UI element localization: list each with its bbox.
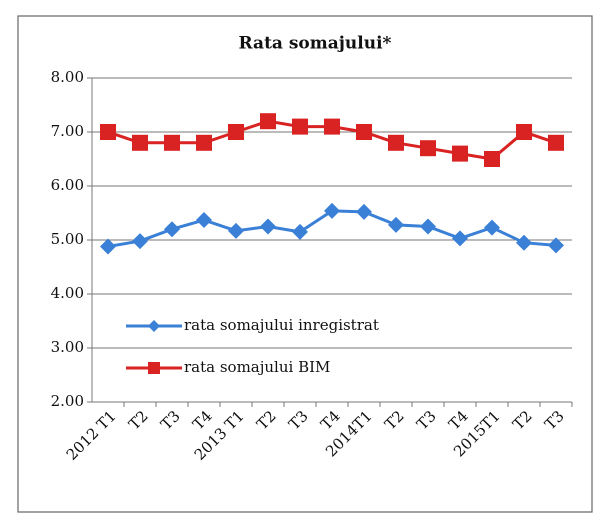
point: [164, 221, 180, 238]
x-tick-label: T2: [253, 407, 280, 434]
point: [388, 134, 404, 151]
y-tick-label: 2.00: [51, 392, 84, 410]
point: [196, 212, 212, 229]
x-tick-label: T3: [413, 407, 440, 434]
legend-marker: [148, 362, 160, 374]
point: [452, 145, 468, 162]
point: [260, 113, 276, 130]
point: [548, 237, 564, 254]
chart-title: Rata somajului*: [239, 34, 392, 54]
point: [388, 216, 404, 233]
y-tick-label: 3.00: [51, 338, 84, 356]
x-tick-label: T3: [541, 407, 568, 434]
legend-marker: [148, 320, 160, 332]
point: [356, 124, 372, 140]
point: [228, 124, 244, 140]
legend-label: rata somajului inregistrat: [184, 316, 379, 334]
point: [420, 140, 436, 157]
point: [196, 134, 212, 151]
point: [260, 218, 276, 235]
point: [100, 238, 116, 255]
y-tick-label: 7.00: [51, 122, 84, 140]
point: [484, 151, 500, 167]
point: [516, 234, 532, 251]
point: [292, 223, 308, 240]
y-tick-label: 8.00: [51, 68, 84, 86]
point: [516, 124, 532, 140]
point: [228, 222, 244, 239]
x-tick-label: T2: [381, 407, 408, 434]
x-tick-label: T3: [285, 407, 312, 434]
y-tick-label: 4.00: [51, 284, 84, 302]
point: [100, 124, 116, 140]
x-tick-label: 2012 T1: [63, 407, 120, 464]
point: [548, 134, 564, 151]
point: [132, 233, 148, 250]
point: [292, 118, 308, 135]
chart-frame: [17, 15, 593, 513]
y-tick-label: 6.00: [51, 176, 84, 194]
point: [324, 202, 340, 219]
x-tick-label: T3: [157, 407, 184, 434]
x-tick-label: T2: [509, 407, 536, 434]
point: [484, 219, 500, 236]
point: [452, 230, 468, 247]
legend-label: rata somajului BIM: [184, 358, 330, 376]
point: [420, 218, 436, 235]
point: [164, 134, 180, 151]
point: [356, 203, 372, 220]
point: [324, 118, 340, 135]
point: [132, 134, 148, 151]
x-tick-label: T2: [125, 407, 152, 434]
y-tick-label: 5.00: [51, 230, 84, 248]
